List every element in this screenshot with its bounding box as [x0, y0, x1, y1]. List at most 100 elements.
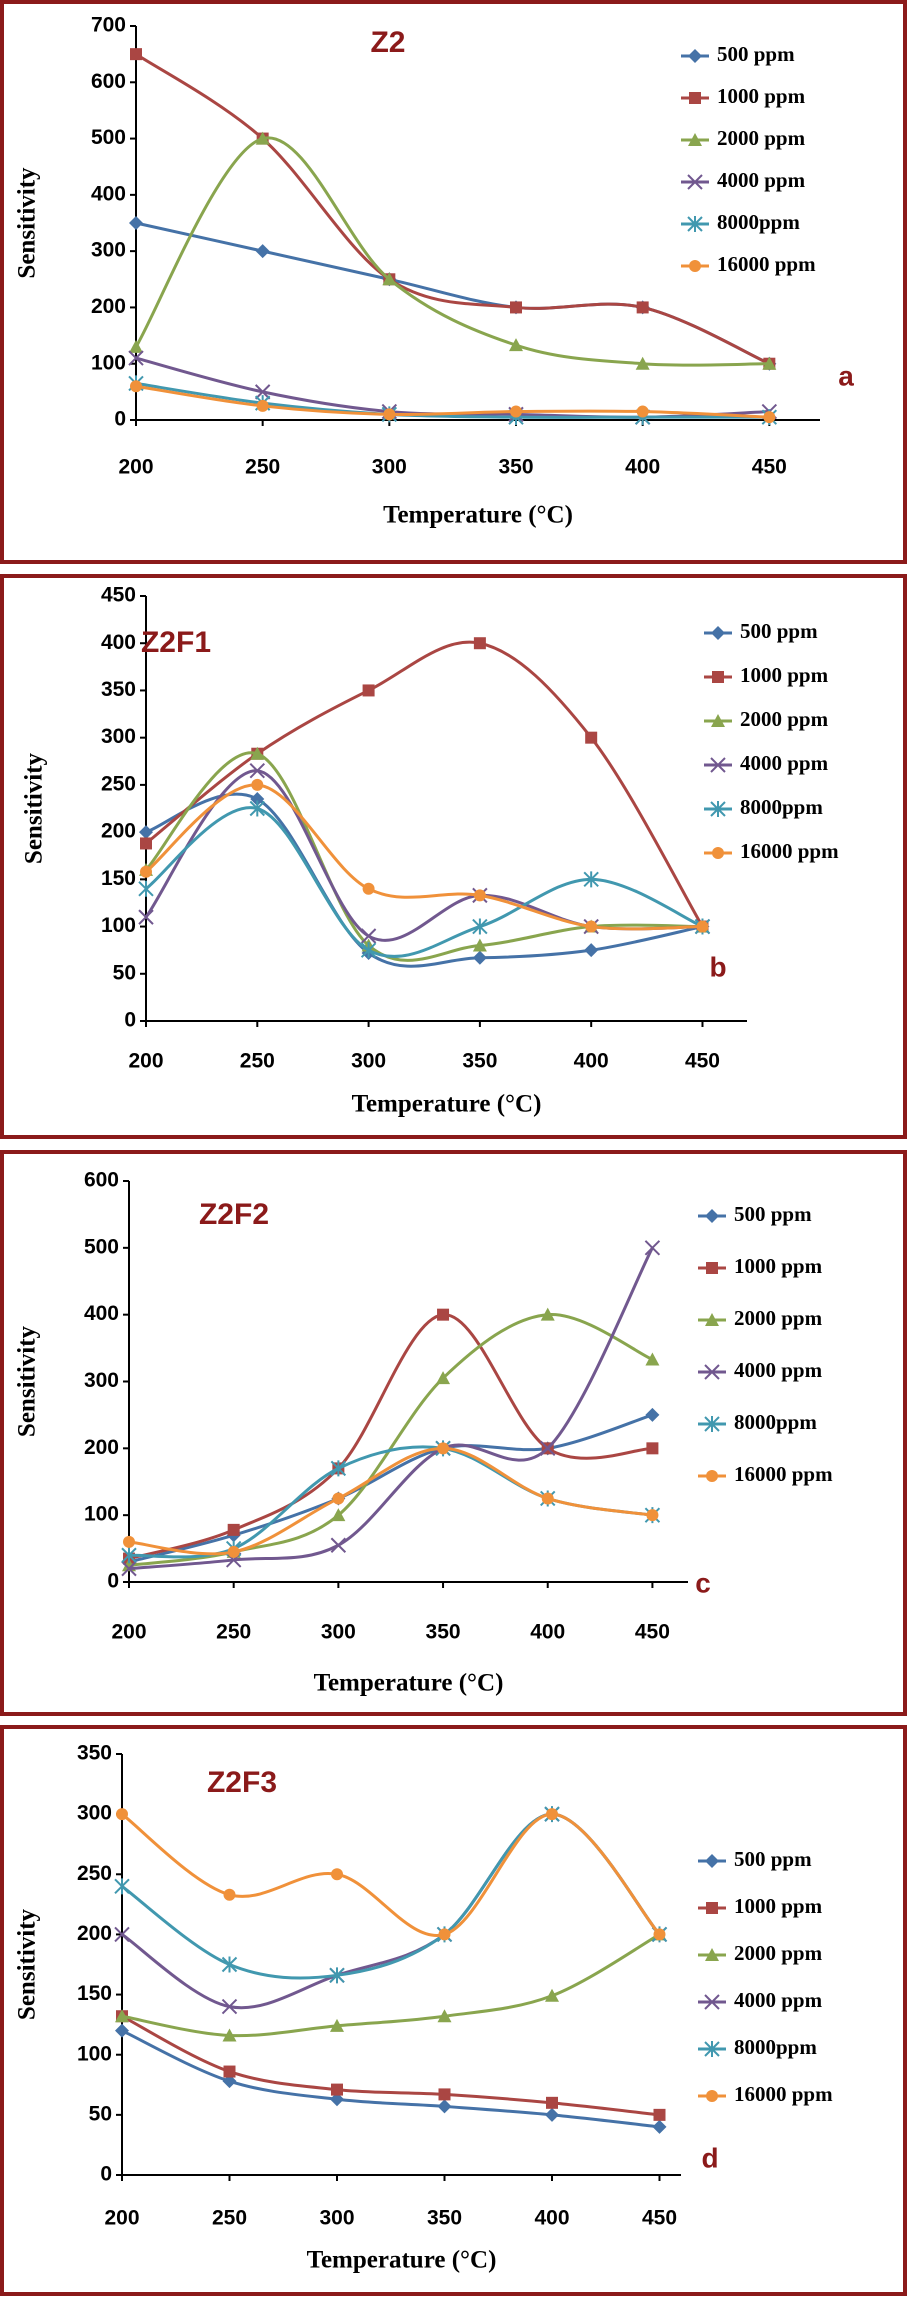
marker: [696, 920, 709, 933]
x-tick-label: 350: [498, 456, 533, 479]
marker: [763, 411, 776, 424]
y-tick-label: 600: [84, 1169, 119, 1192]
y-tick-label: 300: [91, 239, 126, 262]
marker: [330, 2018, 344, 2032]
y-tick-label: 100: [101, 914, 136, 937]
marker: [636, 301, 649, 314]
x-tick-label: 200: [118, 456, 153, 479]
x-tick-label: 250: [245, 456, 280, 479]
x-tick-label: 300: [321, 1621, 356, 1644]
marker: [710, 801, 726, 817]
series-line: [121, 2029, 660, 2129]
marker: [437, 2009, 452, 2023]
x-tick-label: 450: [642, 2207, 677, 2230]
x-axis-title: Temperature (°C): [314, 1670, 504, 1697]
panel: 0 100 200 300 400 500 600 700 200 250 300 350 400 450…: [0, 0, 907, 564]
series-line: [128, 1247, 654, 1571]
marker: [645, 1407, 660, 1422]
legend-label: 1000 ppm: [734, 1894, 823, 1918]
x-tick-label: 250: [216, 1621, 251, 1644]
marker: [255, 244, 270, 259]
y-tick-label: 200: [101, 820, 136, 843]
marker: [222, 2074, 237, 2089]
y-tick-label: 500: [91, 126, 126, 149]
marker: [687, 174, 703, 190]
marker: [704, 1994, 720, 2010]
marker: [121, 1547, 137, 1564]
series-line: [128, 1313, 654, 1567]
legend-label: 500 ppm: [717, 42, 795, 66]
series-line: [145, 792, 703, 968]
marker: [249, 763, 266, 779]
marker: [222, 2028, 237, 2042]
y-tick-label: 100: [91, 351, 126, 374]
panel-label: a: [838, 360, 854, 391]
series-line: [135, 52, 770, 366]
x-tick-label: 450: [635, 1621, 670, 1644]
series-line: [135, 221, 770, 366]
marker: [114, 1926, 130, 1943]
x-tick-label: 250: [240, 1050, 275, 1073]
marker: [382, 272, 397, 286]
marker: [138, 880, 154, 897]
marker: [223, 1888, 236, 1901]
legend-label: 4000 ppm: [717, 168, 806, 192]
marker: [116, 1808, 128, 1821]
marker: [330, 2092, 344, 2107]
marker: [329, 1967, 345, 1984]
marker: [705, 1209, 719, 1223]
marker: [130, 48, 142, 61]
y-tick-label: 450: [101, 584, 136, 607]
marker: [646, 1509, 659, 1522]
panel-border: [0, 574, 907, 1139]
legend-label: 2000 ppm: [740, 707, 829, 731]
y-tick-label: 250: [101, 772, 136, 795]
marker: [545, 2107, 559, 2122]
x-tick-label: 450: [752, 456, 787, 479]
marker: [227, 1545, 240, 1558]
x-tick-label: 400: [574, 1050, 609, 1073]
y-tick-label: 500: [84, 1235, 119, 1258]
marker: [710, 757, 726, 773]
marker: [704, 1416, 720, 1432]
marker: [541, 1492, 554, 1505]
series-line: [135, 356, 770, 419]
legend-label: 8000ppm: [734, 2035, 817, 2059]
marker: [251, 778, 264, 791]
marker: [438, 2088, 451, 2101]
legend-label: 8000ppm: [734, 1410, 817, 1434]
marker: [705, 1854, 719, 1868]
marker: [646, 1442, 659, 1455]
x-tick-label: 250: [212, 2207, 247, 2230]
marker: [138, 909, 154, 925]
marker: [331, 2083, 343, 2096]
series-line: [145, 806, 704, 958]
x-tick-label: 350: [426, 1621, 461, 1644]
x-tick-label: 350: [427, 2207, 462, 2230]
marker: [472, 918, 488, 935]
series-line: [121, 1812, 661, 1980]
series-line: [135, 381, 770, 419]
y-tick-label: 150: [77, 1982, 112, 2005]
y-axis-title: Sensitivity: [14, 167, 41, 279]
marker: [250, 792, 265, 807]
marker: [509, 338, 523, 352]
marker: [706, 1262, 718, 1274]
y-tick-label: 0: [124, 1009, 136, 1032]
marker: [121, 1560, 137, 1577]
x-tick-label: 400: [530, 1621, 565, 1644]
marker: [360, 928, 377, 944]
marker: [584, 943, 599, 958]
series-line: [128, 1413, 653, 1564]
marker: [256, 399, 269, 412]
marker: [223, 2065, 236, 2078]
marker: [437, 1442, 450, 1455]
x-tick-label: 350: [462, 1050, 497, 1073]
marker: [115, 2009, 129, 2023]
panel-border: [0, 0, 907, 564]
marker: [472, 938, 487, 952]
panel-border: [0, 1150, 907, 1716]
y-tick-label: 0: [114, 408, 126, 431]
y-tick-label: 300: [101, 725, 136, 748]
x-tick-label: 400: [625, 456, 660, 479]
